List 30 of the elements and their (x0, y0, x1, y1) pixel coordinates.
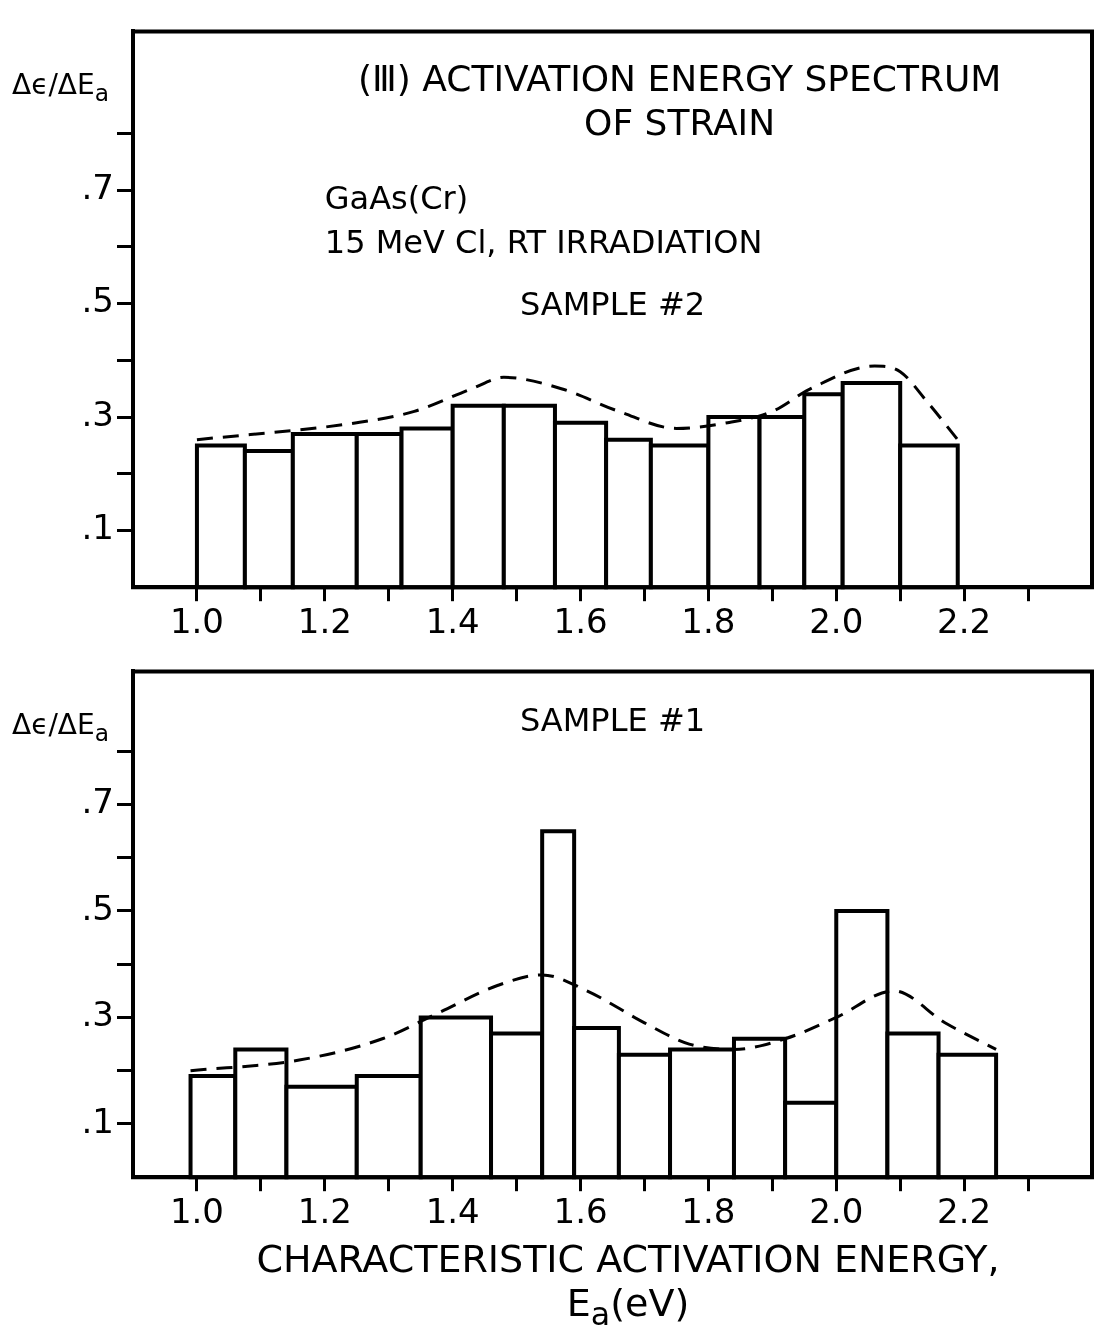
y-tick-label: .5 (81, 887, 114, 928)
x-tick-label: 1.6 (553, 1191, 608, 1232)
x-tick-label: 1.4 (425, 1191, 480, 1232)
x-tick-label: 1.0 (169, 1191, 224, 1232)
y-tick-label: .1 (81, 1100, 114, 1141)
y-tick-label: .7 (81, 781, 114, 822)
y-tick-label: .1 (81, 507, 114, 548)
y-tick-label: .7 (81, 167, 114, 208)
annotation: GaAs(Cr) (324, 179, 469, 218)
x-tick-label: 1.0 (169, 601, 224, 642)
y-axis-title: Δϵ/ΔE$_{a}$ (12, 68, 109, 107)
x-axis-title: CHARACTERISTIC ACTIVATION ENERGY, E$_{a}$(eV) (255, 1237, 1001, 1332)
x-tick-label: 1.2 (297, 1191, 352, 1232)
x-tick-label: 2.0 (809, 601, 864, 642)
text: (Ⅲ) ACTIVATION ENERGY SPECTRUM OF STRAIN (357, 58, 1002, 144)
y-axis-title: Δϵ/ΔE$_{a}$ (12, 708, 109, 747)
x-tick-label: 1.8 (681, 1191, 736, 1232)
annotation: SAMPLE #2 (519, 285, 706, 324)
x-tick-label: 1.4 (425, 601, 480, 642)
x-tick-label: 1.2 (297, 601, 352, 642)
x-tick-label: 1.6 (553, 601, 608, 642)
y-tick-label: .5 (81, 280, 114, 321)
annotation: 15 MeV Cl, RT IRRADIATION (324, 223, 763, 262)
x-tick-label: 2.2 (937, 601, 992, 642)
x-tick-label: 1.8 (681, 601, 736, 642)
x-tick-label: 2.2 (937, 1191, 992, 1232)
y-tick-label: .3 (81, 994, 114, 1035)
y-tick-label: .3 (81, 393, 114, 434)
annotation: SAMPLE #1 (519, 701, 706, 740)
x-tick-label: 2.0 (809, 1191, 864, 1232)
